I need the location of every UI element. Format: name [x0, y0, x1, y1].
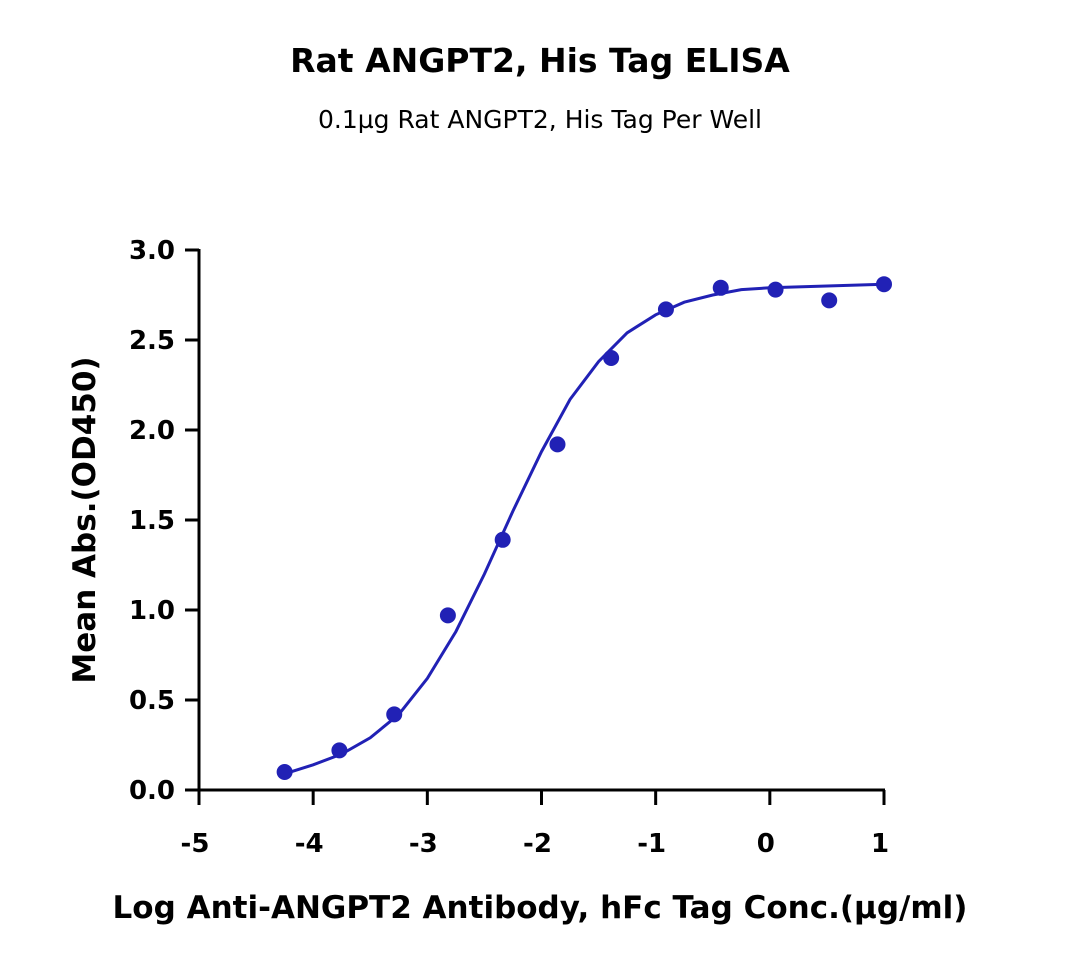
data-point — [767, 281, 784, 298]
x-tick-label: 0 — [757, 829, 775, 859]
y-tick-label: 1.5 — [129, 506, 175, 536]
x-axis-label: Log Anti-ANGPT2 Antibody, hFc Tag Conc.(… — [113, 890, 968, 926]
chart-subtitle: 0.1µg Rat ANGPT2, His Tag Per Well — [318, 105, 762, 134]
data-point — [876, 276, 892, 293]
data-point — [439, 607, 456, 624]
data-point — [386, 706, 403, 723]
data-point — [331, 742, 348, 759]
y-axis-label: Mean Abs.(OD450) — [67, 356, 103, 683]
data-point — [821, 292, 838, 309]
x-tick-label: -3 — [409, 829, 438, 859]
data-point — [276, 764, 293, 780]
data-point — [657, 301, 674, 318]
y-tick-label: 1.0 — [129, 596, 175, 626]
y-tick-label: 2.5 — [129, 326, 175, 356]
data-point — [549, 436, 566, 453]
data-point — [494, 531, 511, 548]
x-tick-label: -1 — [637, 829, 666, 859]
y-tick-label: 2.0 — [129, 416, 175, 446]
data-point — [603, 350, 620, 366]
x-tick-label: -4 — [295, 829, 324, 859]
fit-curve — [284, 282, 885, 776]
y-tick-label: 0.5 — [129, 686, 175, 716]
y-tick-label: 3.0 — [129, 236, 175, 266]
data-point — [712, 279, 729, 296]
x-tick-label: -5 — [181, 829, 210, 859]
x-tick-label: 1 — [871, 829, 889, 859]
x-tick-label: -2 — [523, 829, 552, 859]
y-tick-label: 0.0 — [129, 776, 175, 806]
chart-title: Rat ANGPT2, His Tag ELISA — [290, 41, 790, 80]
